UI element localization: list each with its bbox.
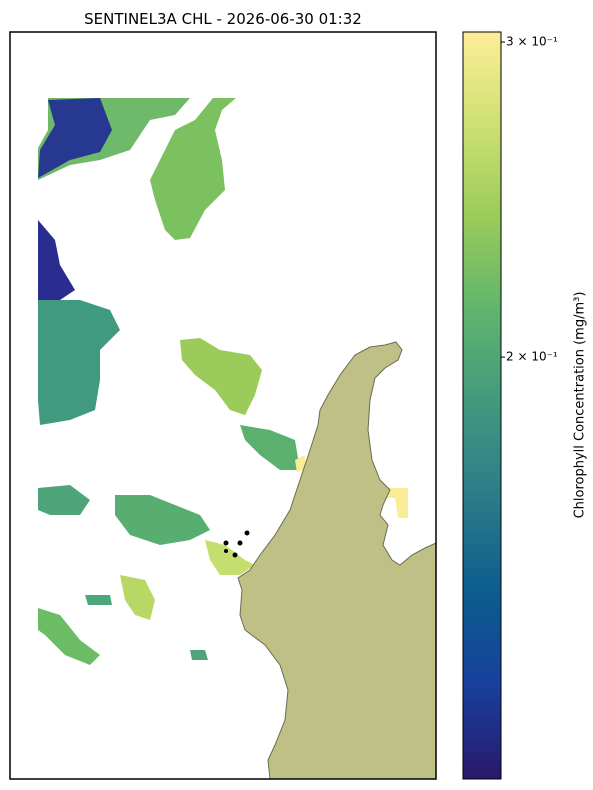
map-frame [9, 31, 437, 780]
land [237, 341, 437, 780]
colorbar-tick-label: 3 × 10⁻¹ [506, 35, 558, 49]
patch [120, 575, 155, 620]
colorbar-label: Chlorophyll Concentration (mg/m³) [573, 292, 588, 519]
patch [38, 220, 75, 300]
station [244, 530, 250, 536]
patch [38, 300, 120, 425]
patch [180, 338, 262, 415]
patch [85, 595, 112, 605]
patch [240, 425, 300, 470]
map-title: SENTINEL3A CHL - 2026-06-30 01:32 [84, 10, 362, 28]
patch [38, 485, 90, 515]
patch [190, 650, 208, 660]
stations [223, 530, 250, 558]
patch [115, 495, 210, 545]
patch [38, 608, 100, 665]
map [9, 31, 437, 780]
patch [205, 540, 255, 575]
chlorophyll-patches [38, 98, 408, 665]
colorbar [462, 31, 502, 780]
colorbar-tick-label: 2 × 10⁻¹ [506, 350, 558, 364]
patch [295, 455, 305, 472]
station [237, 540, 243, 546]
station [223, 540, 229, 546]
patch [385, 488, 408, 518]
patch [38, 98, 112, 178]
station [232, 552, 238, 558]
patch [150, 98, 236, 240]
station [224, 549, 228, 553]
